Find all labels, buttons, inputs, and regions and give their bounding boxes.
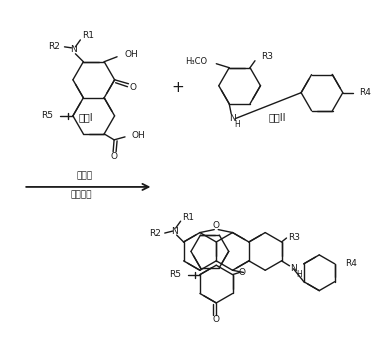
Text: H₃CO: H₃CO <box>185 57 207 66</box>
Text: R1: R1 <box>82 32 94 40</box>
Text: O: O <box>130 83 137 92</box>
Text: 甲苯，酸: 甲苯，酸 <box>70 190 91 200</box>
Text: R5: R5 <box>41 111 53 120</box>
Text: R4: R4 <box>359 88 371 97</box>
Text: R2: R2 <box>149 229 161 237</box>
Text: H: H <box>234 120 240 129</box>
Text: OH: OH <box>132 131 146 140</box>
Text: 结构I: 结构I <box>78 113 93 122</box>
Text: N: N <box>70 45 77 54</box>
Text: N: N <box>229 114 235 123</box>
Text: +: + <box>172 80 184 95</box>
Text: R5: R5 <box>169 270 181 279</box>
Text: O: O <box>213 221 220 230</box>
Text: R4: R4 <box>345 259 357 268</box>
Text: O: O <box>110 152 118 161</box>
Text: OH: OH <box>124 50 138 59</box>
Text: H: H <box>296 270 302 279</box>
Text: O: O <box>213 315 220 324</box>
Text: 结构II: 结构II <box>269 113 286 122</box>
Text: R1: R1 <box>182 213 195 222</box>
Text: N: N <box>171 226 178 236</box>
Text: R3: R3 <box>288 233 301 241</box>
Text: 催化剑: 催化剑 <box>77 171 93 180</box>
Text: O: O <box>238 268 245 277</box>
Text: R2: R2 <box>48 42 59 51</box>
Text: R3: R3 <box>261 52 273 61</box>
Text: N: N <box>290 264 297 273</box>
